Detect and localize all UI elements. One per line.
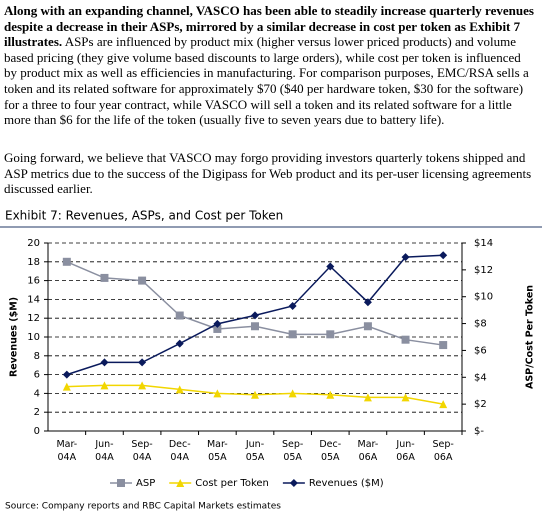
data-point [401,253,410,262]
paragraph-lead: Along with an expanding channel, VASCO h… [4,3,534,50]
y2-tick-label: $4 [474,372,487,383]
legend-label: Cost per Token [195,478,269,489]
y-tick-label: 14 [27,294,40,305]
data-point [100,381,109,390]
data-point [138,276,147,285]
y-tick-label: 8 [34,351,40,362]
data-point [439,400,448,409]
data-point [62,382,71,391]
x-tick-label: Jun- 04A [95,439,114,463]
y2-tick-label: $- [474,426,484,437]
x-tick-label: Sep- 06A [432,439,454,463]
data-point [363,393,372,402]
x-tick-label: Jun- 06A [396,439,415,463]
y-tick-label: 6 [34,370,40,381]
data-point [138,381,147,390]
data-point [439,251,448,260]
legend-marker [176,479,185,487]
y-tick-label: 0 [34,426,40,437]
y-axis-label: Revenues ($M) [9,297,20,377]
data-point [288,389,297,398]
source: Source: Company reports and RBC Capital … [5,502,281,512]
data-point [62,370,71,379]
data-point [175,311,184,320]
y-tick-label: 12 [27,313,40,324]
y2-tick-label: $12 [474,265,493,276]
data-point [288,301,297,310]
data-point [326,262,335,271]
y2-axis-label: ASP/Cost Per Token [525,285,536,389]
data-point [175,339,184,348]
x-tick-label: Mar- 05A [206,439,228,463]
chart: Exhibit 7: Revenues, ASPs, and Cost per … [0,209,542,512]
paragraph: Along with an expanding channel, VASCO h… [4,3,536,128]
data-point [326,390,335,399]
data-point [213,324,222,333]
data-point [251,322,259,331]
data-point [213,319,222,328]
y-tick-label: 10 [27,332,40,343]
data-point [100,273,109,282]
x-tick-label: Jun- 05A [245,439,265,463]
y2-tick-label: $6 [474,345,487,356]
x-tick-label: Sep- 04A [131,439,153,463]
data-point [138,358,147,367]
data-point [62,257,71,266]
x-tick-label: Dec- 05A [319,439,342,463]
data-point [363,322,372,331]
y-tick-label: 18 [27,257,40,268]
x-tick-label: Mar- 04A [56,439,78,463]
series-line [66,261,444,346]
x-tick-label: Mar- 06A [357,439,379,463]
data-point [326,330,335,339]
y-tick-label: 2 [34,407,40,418]
legend-label: Revenues ($M) [309,478,384,489]
data-point [401,393,410,402]
legend-marker [289,479,298,487]
chart-box: Exhibit 7: Revenues, ASPs, and Cost per … [0,205,542,521]
paragraph-text: Going forward, we believe that VASCO may… [4,150,532,197]
data-point [213,389,222,398]
data-point [363,298,372,307]
data-point [439,341,448,350]
data-point [251,311,259,320]
data-point [401,335,410,344]
y-tick-label: 20 [27,238,40,249]
y-tick-label: 4 [34,388,40,399]
y2-tick-label: $2 [474,399,487,410]
y2-tick-label: $14 [474,238,493,249]
chart-title: Exhibit 7: Revenues, ASPs, and Cost per … [5,209,283,223]
data-point [251,390,259,399]
data-point [288,330,297,339]
y2-tick-label: $10 [474,292,493,303]
paragraph: Going forward, we believe that VASCO may… [4,150,536,197]
data-point [175,385,184,394]
legend-marker [117,479,125,487]
y-tick-label: 16 [27,276,40,287]
y2-tick-label: $8 [474,319,487,330]
paragraph-text: ASPs are influenced by product mix (high… [4,34,529,128]
x-tick-label: Dec- 04A [168,439,191,463]
x-tick-label: Sep- 05A [281,439,304,463]
data-point [100,358,109,367]
legend-label: ASP [136,478,155,489]
